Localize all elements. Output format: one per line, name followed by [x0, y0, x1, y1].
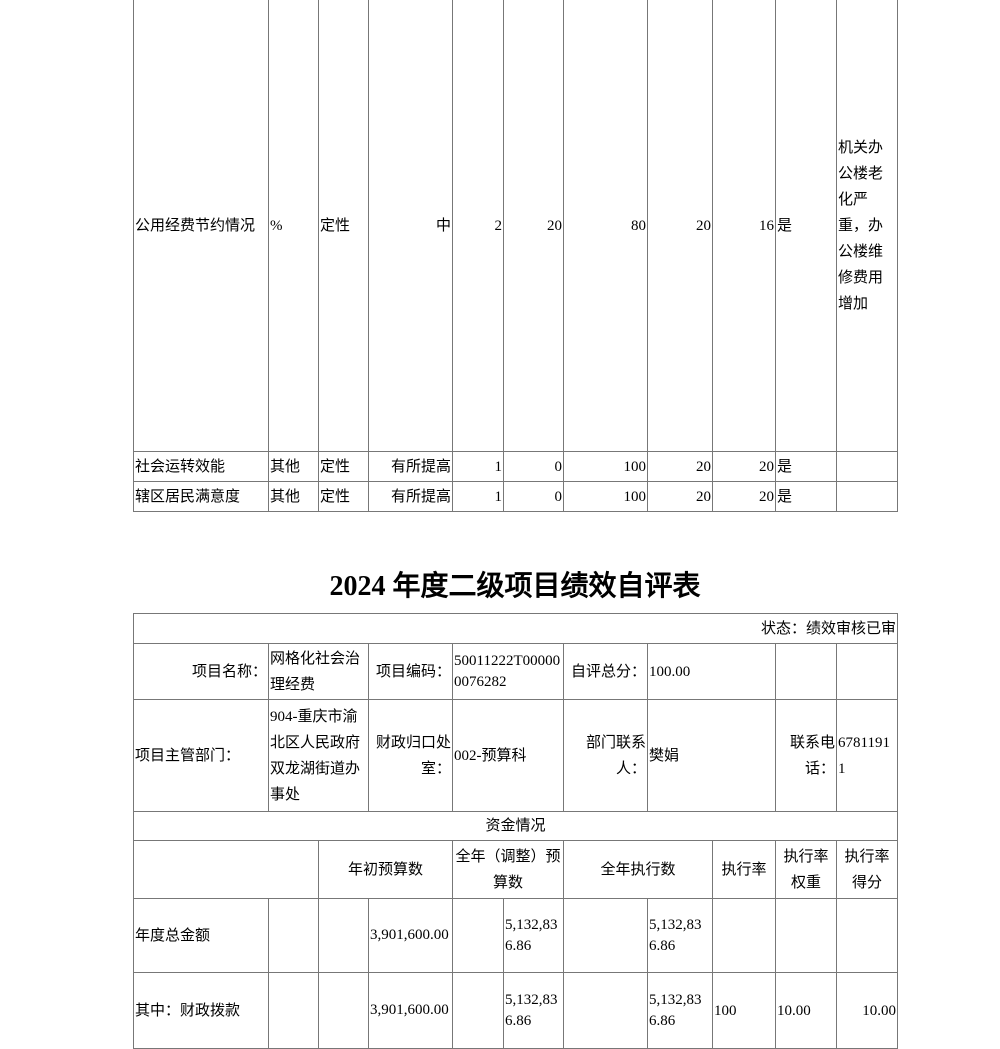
header-executed: 全年执行数 [563, 840, 713, 899]
indicator-value: 100 [563, 481, 648, 512]
indicator-value: 80 [563, 0, 648, 452]
dept-label: 项目主管部门： [133, 699, 269, 812]
indicator-target: 中 [368, 0, 453, 452]
fund-initial: 3,901,600.00 [368, 972, 453, 1049]
contact: 樊娟 [647, 699, 776, 812]
fund-executed: 5,132,836.86 [647, 972, 713, 1049]
table-row: 项目名称： 网格化社会治理经费 项目编码： 50011222T000000076… [133, 643, 898, 700]
indicator-value: 20 [503, 0, 564, 452]
phone: 67811911 [836, 699, 898, 812]
project-name-label: 项目名称： [133, 643, 269, 700]
table-row: 年度总金额 3,901,600.00 5,132,836.86 5,132,83… [133, 898, 898, 973]
fund-initial: 3,901,600.00 [368, 898, 453, 973]
empty-cell [318, 898, 369, 973]
indicator-unit: 其他 [268, 451, 319, 482]
indicator-unit: 其他 [268, 481, 319, 512]
indicator-score: 16 [712, 0, 776, 452]
indicator-weight: 1 [452, 481, 504, 512]
table-row: 社会运转效能 其他 定性 有所提高 1 0 100 20 20 是 [133, 451, 898, 482]
header-row: 年初预算数 全年（调整）预算数 全年执行数 执行率 执行率权重 执行率得分 [133, 840, 898, 899]
header-initial: 年初预算数 [318, 840, 453, 899]
indicator-value: 0 [503, 451, 564, 482]
indicator-score: 20 [712, 481, 776, 512]
table-row: 公用经费节约情况 % 定性 中 2 20 80 20 16 是 机关办公楼老化严… [133, 0, 898, 452]
fund-adjusted: 5,132,836.86 [503, 898, 564, 973]
empty-cell [563, 898, 648, 973]
empty-cell [318, 972, 369, 1049]
fund-executed: 5,132,836.86 [647, 898, 713, 973]
fund-weight: 10.00 [775, 972, 837, 1049]
dept: 904-重庆市渝北区人民政府双龙湖街道办事处 [268, 699, 369, 812]
indicator-value: 0 [503, 481, 564, 512]
indicator-nature: 定性 [318, 481, 369, 512]
evaluation-table: 状态：绩效审核已审 项目名称： 网格化社会治理经费 项目编码： 50011222… [133, 613, 898, 1049]
header-adjusted: 全年（调整）预算数 [452, 840, 564, 899]
section-row: 资金情况 [133, 811, 898, 841]
fund-adjusted: 5,132,836.86 [503, 972, 564, 1049]
indicator-target: 有所提高 [368, 481, 453, 512]
indicator-table: 公用经费节约情况 % 定性 中 2 20 80 20 16 是 机关办公楼老化严… [133, 0, 898, 512]
empty-cell [268, 972, 319, 1049]
fund-rate: 100 [712, 972, 776, 1049]
indicator-value: 20 [647, 451, 713, 482]
funds-section-heading: 资金情况 [133, 811, 898, 841]
self-score: 100.00 [647, 643, 776, 700]
indicator-value: 20 [647, 0, 713, 452]
indicator-name: 公用经费节约情况 [133, 0, 269, 452]
indicator-score: 20 [712, 451, 776, 482]
status-row: 状态：绩效审核已审 [133, 613, 898, 644]
empty-cell [452, 972, 504, 1049]
fund-rate [712, 898, 776, 973]
project-code: 50011222T000000076282 [452, 643, 564, 700]
table-row: 其中：财政拨款 3,901,600.00 5,132,836.86 5,132,… [133, 972, 898, 1049]
finance-office: 002-预算科 [452, 699, 564, 812]
self-score-label: 自评总分： [563, 643, 648, 700]
page-title: 2024 年度二级项目绩效自评表 [329, 571, 701, 602]
indicator-unit: % [268, 0, 319, 452]
header-rate-score: 执行率得分 [836, 840, 898, 899]
fund-weight [775, 898, 837, 973]
indicator-met: 是 [775, 481, 837, 512]
indicator-value: 20 [647, 481, 713, 512]
fund-label: 年度总金额 [133, 898, 269, 973]
indicator-name: 辖区居民满意度 [133, 481, 269, 512]
table-row: 项目主管部门： 904-重庆市渝北区人民政府双龙湖街道办事处 财政归口处室： 0… [133, 699, 898, 812]
fund-score [836, 898, 898, 973]
fund-score: 10.00 [836, 972, 898, 1049]
indicator-met: 是 [775, 0, 837, 452]
indicator-nature: 定性 [318, 0, 369, 452]
indicator-name: 社会运转效能 [133, 451, 269, 482]
project-code-label: 项目编码： [368, 643, 453, 700]
fund-label: 其中：财政拨款 [133, 972, 269, 1049]
contact-label: 部门联系人： [563, 699, 648, 812]
table-row: 辖区居民满意度 其他 定性 有所提高 1 0 100 20 20 是 [133, 481, 898, 512]
indicator-target: 有所提高 [368, 451, 453, 482]
indicator-met: 是 [775, 451, 837, 482]
project-name: 网格化社会治理经费 [268, 643, 369, 700]
phone-label: 联系电话： [775, 699, 837, 812]
empty-cell [836, 643, 898, 700]
empty-cell [563, 972, 648, 1049]
header-rate: 执行率 [712, 840, 776, 899]
indicator-remark [836, 481, 898, 512]
empty-cell [133, 840, 319, 899]
finance-office-label: 财政归口处室： [368, 699, 453, 812]
indicator-nature: 定性 [318, 451, 369, 482]
header-rate-weight: 执行率权重 [775, 840, 837, 899]
indicator-weight: 1 [452, 451, 504, 482]
empty-cell [268, 898, 319, 973]
empty-cell [775, 643, 837, 700]
status-text: 状态：绩效审核已审 [133, 613, 898, 644]
indicator-value: 100 [563, 451, 648, 482]
indicator-weight: 2 [452, 0, 504, 452]
empty-cell [452, 898, 504, 973]
indicator-remark [836, 451, 898, 482]
indicator-remark: 机关办公楼老化严重，办公楼维修费用增加 [836, 0, 898, 452]
